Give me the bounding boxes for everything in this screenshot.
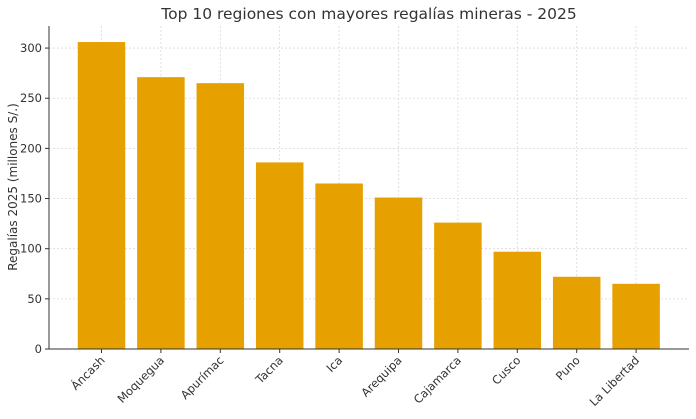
bar-tacna: [255, 162, 304, 349]
bar-ica: [315, 183, 363, 349]
x-tick-label: Áncash: [67, 353, 107, 393]
y-tick-label: 250: [20, 91, 42, 105]
bar-la-libertad: [612, 283, 660, 349]
y-tick-label: 100: [20, 242, 42, 256]
bar-arequipa: [374, 197, 423, 349]
axes: [48, 26, 689, 350]
y-axis-label: Regalías 2025 (millones S/.): [6, 103, 20, 271]
x-tick-label: Tacna: [252, 353, 286, 387]
bar-apurímac: [196, 83, 245, 350]
x-tick-label: Puno: [553, 353, 583, 383]
bar-áncash: [77, 42, 126, 350]
x-tick-label: La Libertad: [587, 353, 643, 409]
x-tick-label: Cajamarca: [411, 353, 464, 406]
y-tick-label: 200: [20, 141, 42, 155]
y-tick-label: 300: [20, 41, 42, 55]
x-tick-label: Arequipa: [358, 353, 404, 399]
bar-puno: [552, 276, 601, 349]
y-tick-label: 0: [35, 342, 42, 356]
x-tick-label: Apurímac: [178, 353, 227, 402]
y-tick-label: 50: [27, 292, 42, 306]
chart-title: Top 10 regiones con mayores regalías min…: [160, 5, 577, 23]
x-tick-label: Cusco: [489, 353, 523, 387]
bar-cajamarca: [434, 222, 482, 349]
bars: [77, 42, 660, 350]
x-tick-label: Moquegua: [115, 353, 168, 406]
bar-cusco: [493, 251, 542, 349]
x-tick-label: Ica: [323, 353, 345, 375]
y-tick-label: 150: [20, 192, 42, 206]
bar-moquegua: [137, 77, 185, 349]
